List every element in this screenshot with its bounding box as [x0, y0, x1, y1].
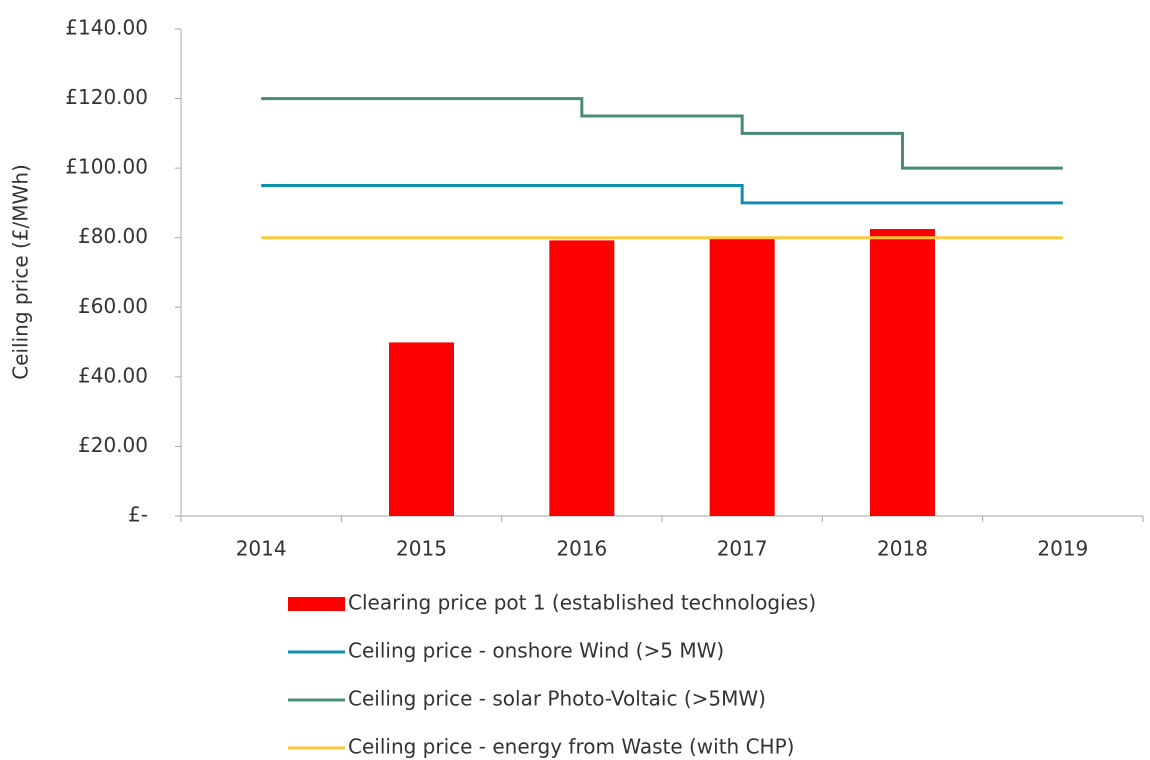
bar	[870, 229, 935, 516]
x-tick-label: 2015	[396, 537, 447, 561]
x-tick-label: 2017	[717, 537, 768, 561]
x-tick-label: 2016	[556, 537, 607, 561]
step-line	[261, 97, 1063, 170]
y-axis-label: Ceiling price (£/MWh)	[9, 164, 33, 380]
legend-label: Ceiling price - energy from Waste (with …	[348, 735, 794, 759]
bar	[549, 240, 615, 516]
y-tick-label: £-	[128, 503, 148, 527]
legend-label: Ceiling price - onshore Wind (>5 MW)	[348, 639, 724, 663]
legend-label: Ceiling price - solar Photo-Voltaic (>5M…	[348, 687, 766, 711]
y-tick-label: £100.00	[65, 155, 148, 179]
step-line	[261, 184, 1063, 205]
y-tick-label: £60.00	[78, 294, 148, 318]
legend-swatch	[288, 597, 345, 611]
bar	[709, 237, 775, 516]
y-tick-label: £120.00	[65, 85, 148, 109]
legend-label: Clearing price pot 1 (established techno…	[348, 591, 816, 615]
bar	[389, 342, 454, 516]
x-tick-label: 2014	[236, 537, 287, 561]
y-tick-label: £40.00	[78, 363, 148, 387]
x-tick-label: 2019	[1037, 537, 1088, 561]
x-tick-label: 2018	[877, 537, 928, 561]
y-tick-label: £80.00	[78, 224, 148, 248]
y-tick-label: £140.00	[65, 16, 148, 40]
y-tick-label: £20.00	[78, 433, 148, 457]
